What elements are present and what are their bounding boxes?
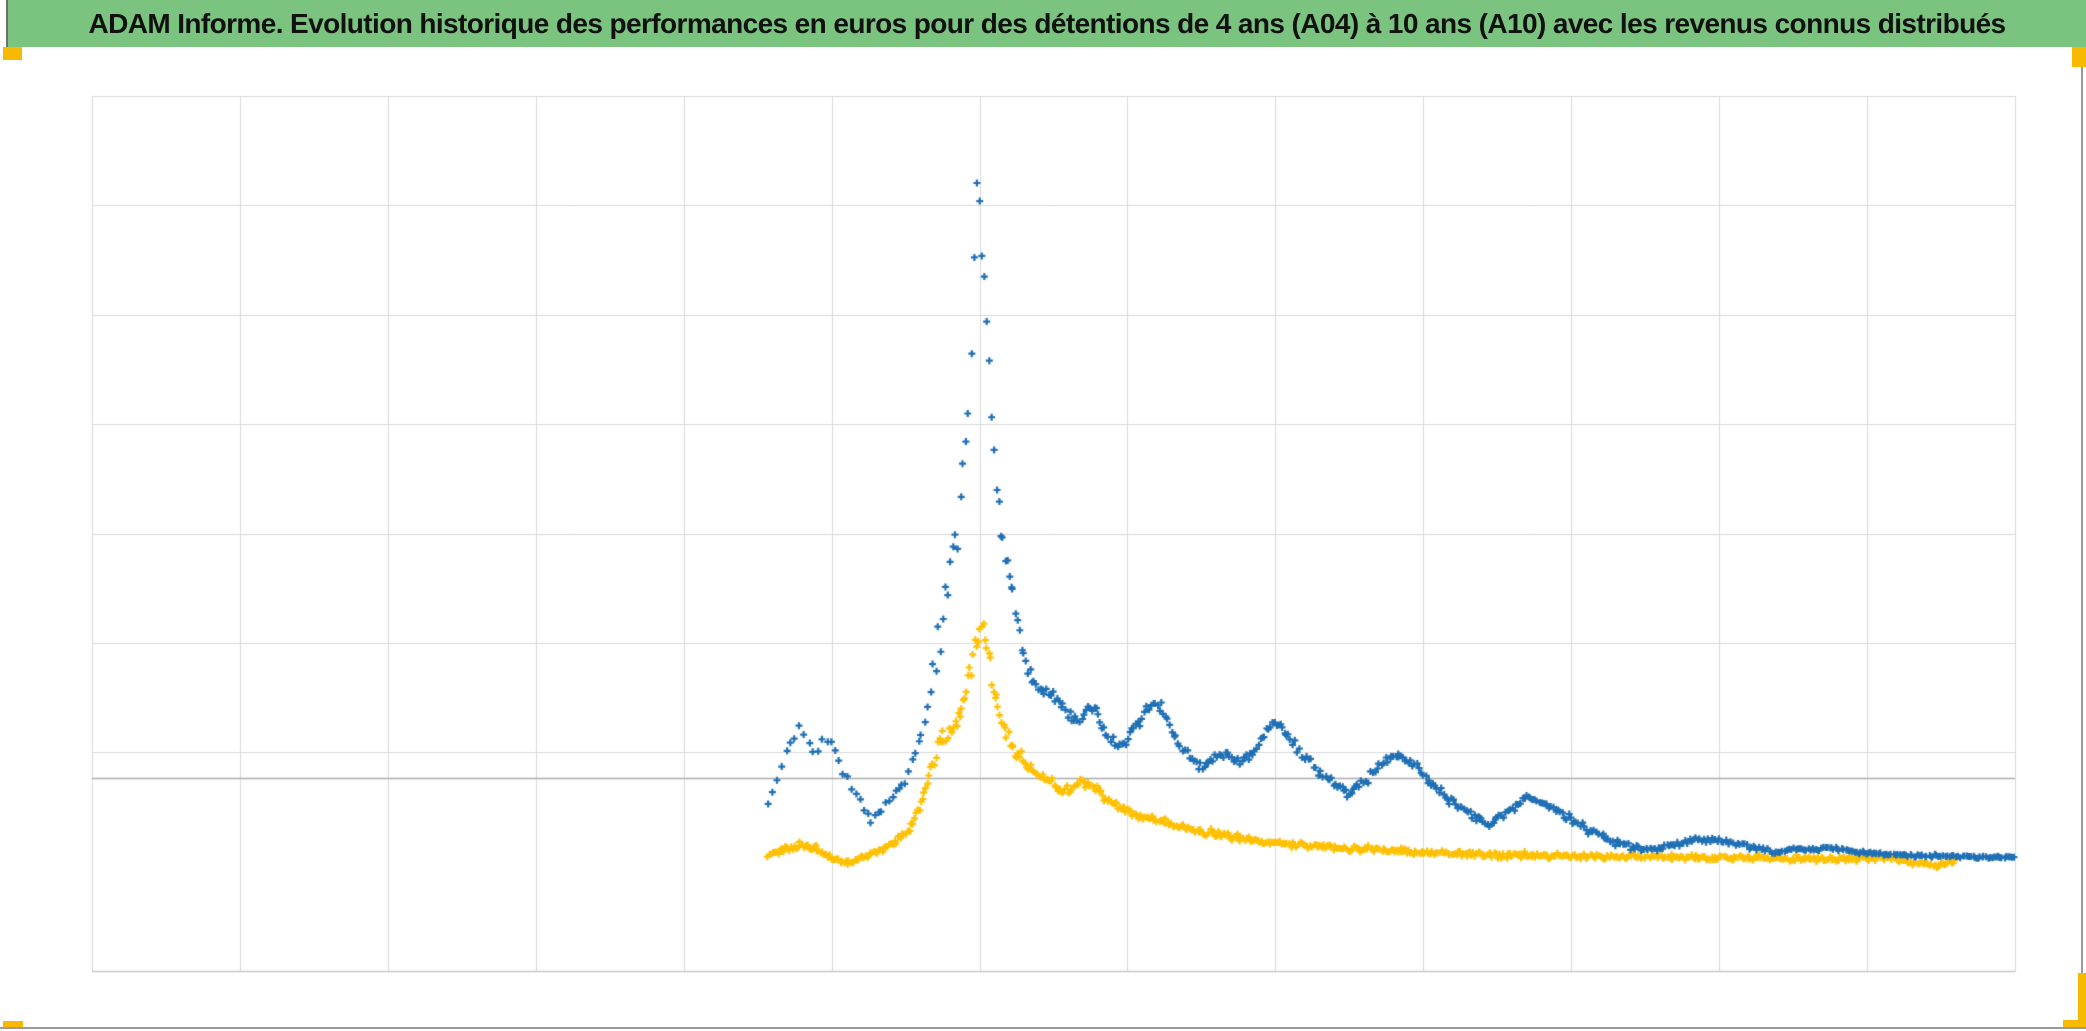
performance-scatter-plot (0, 47, 2086, 1031)
chart-area (0, 47, 2086, 1031)
title-bar: ADAM Informe. Evolution historique des p… (8, 0, 2086, 47)
page-title: ADAM Informe. Evolution historique des p… (88, 7, 2006, 39)
title-bar-left-edge (6, 0, 8, 47)
